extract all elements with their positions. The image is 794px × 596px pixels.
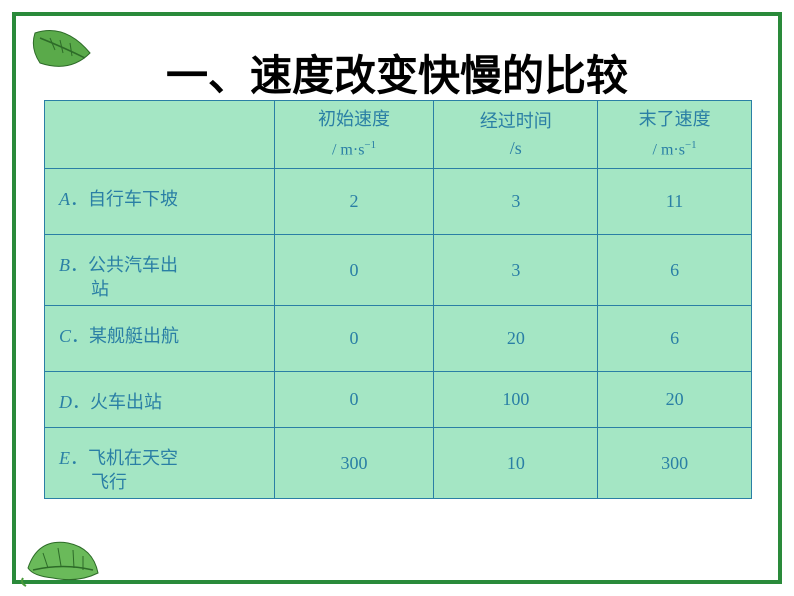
row-label: D．火车出站 <box>45 372 275 428</box>
cell-v0: 0 <box>274 235 434 306</box>
cell-t: 10 <box>434 428 598 499</box>
row-label: E．飞机在天空 飞行 <box>45 428 275 499</box>
cell-v1: 300 <box>598 428 752 499</box>
cell-v0: 0 <box>274 372 434 428</box>
cell-v1: 11 <box>598 169 752 235</box>
cell-v0: 0 <box>274 306 434 372</box>
cell-t: 3 <box>434 235 598 306</box>
row-label: C．某舰艇出航 <box>45 306 275 372</box>
cell-t: 20 <box>434 306 598 372</box>
leaf-decoration-bottom <box>18 528 108 588</box>
cell-v1: 6 <box>598 306 752 372</box>
table-row: B．公共汽车出 站 0 3 6 <box>45 235 752 306</box>
data-table-container: 初始速度 / m·s−1 经过时间 /s 末了速度 / m·s−1 A．自行车下… <box>44 100 752 499</box>
header-initial-velocity: 初始速度 / m·s−1 <box>274 101 434 169</box>
header-time: 经过时间 /s <box>434 101 598 169</box>
table-row: E．飞机在天空 飞行 300 10 300 <box>45 428 752 499</box>
row-label: A．自行车下坡 <box>45 169 275 235</box>
table-row: D．火车出站 0 100 20 <box>45 372 752 428</box>
cell-v0: 300 <box>274 428 434 499</box>
table-header-row: 初始速度 / m·s−1 经过时间 /s 末了速度 / m·s−1 <box>45 101 752 169</box>
cell-v0: 2 <box>274 169 434 235</box>
table-row: A．自行车下坡 2 3 11 <box>45 169 752 235</box>
table-body: A．自行车下坡 2 3 11 B．公共汽车出 站 0 3 6 C．某舰艇出航 0 <box>45 169 752 499</box>
velocity-table: 初始速度 / m·s−1 经过时间 /s 末了速度 / m·s−1 A．自行车下… <box>44 100 752 499</box>
header-empty <box>45 101 275 169</box>
table-row: C．某舰艇出航 0 20 6 <box>45 306 752 372</box>
cell-v1: 6 <box>598 235 752 306</box>
cell-t: 100 <box>434 372 598 428</box>
slide-title: 一、速度改变快慢的比较 <box>0 42 794 103</box>
row-label: B．公共汽车出 站 <box>45 235 275 306</box>
header-final-velocity: 末了速度 / m·s−1 <box>598 101 752 169</box>
cell-t: 3 <box>434 169 598 235</box>
cell-v1: 20 <box>598 372 752 428</box>
